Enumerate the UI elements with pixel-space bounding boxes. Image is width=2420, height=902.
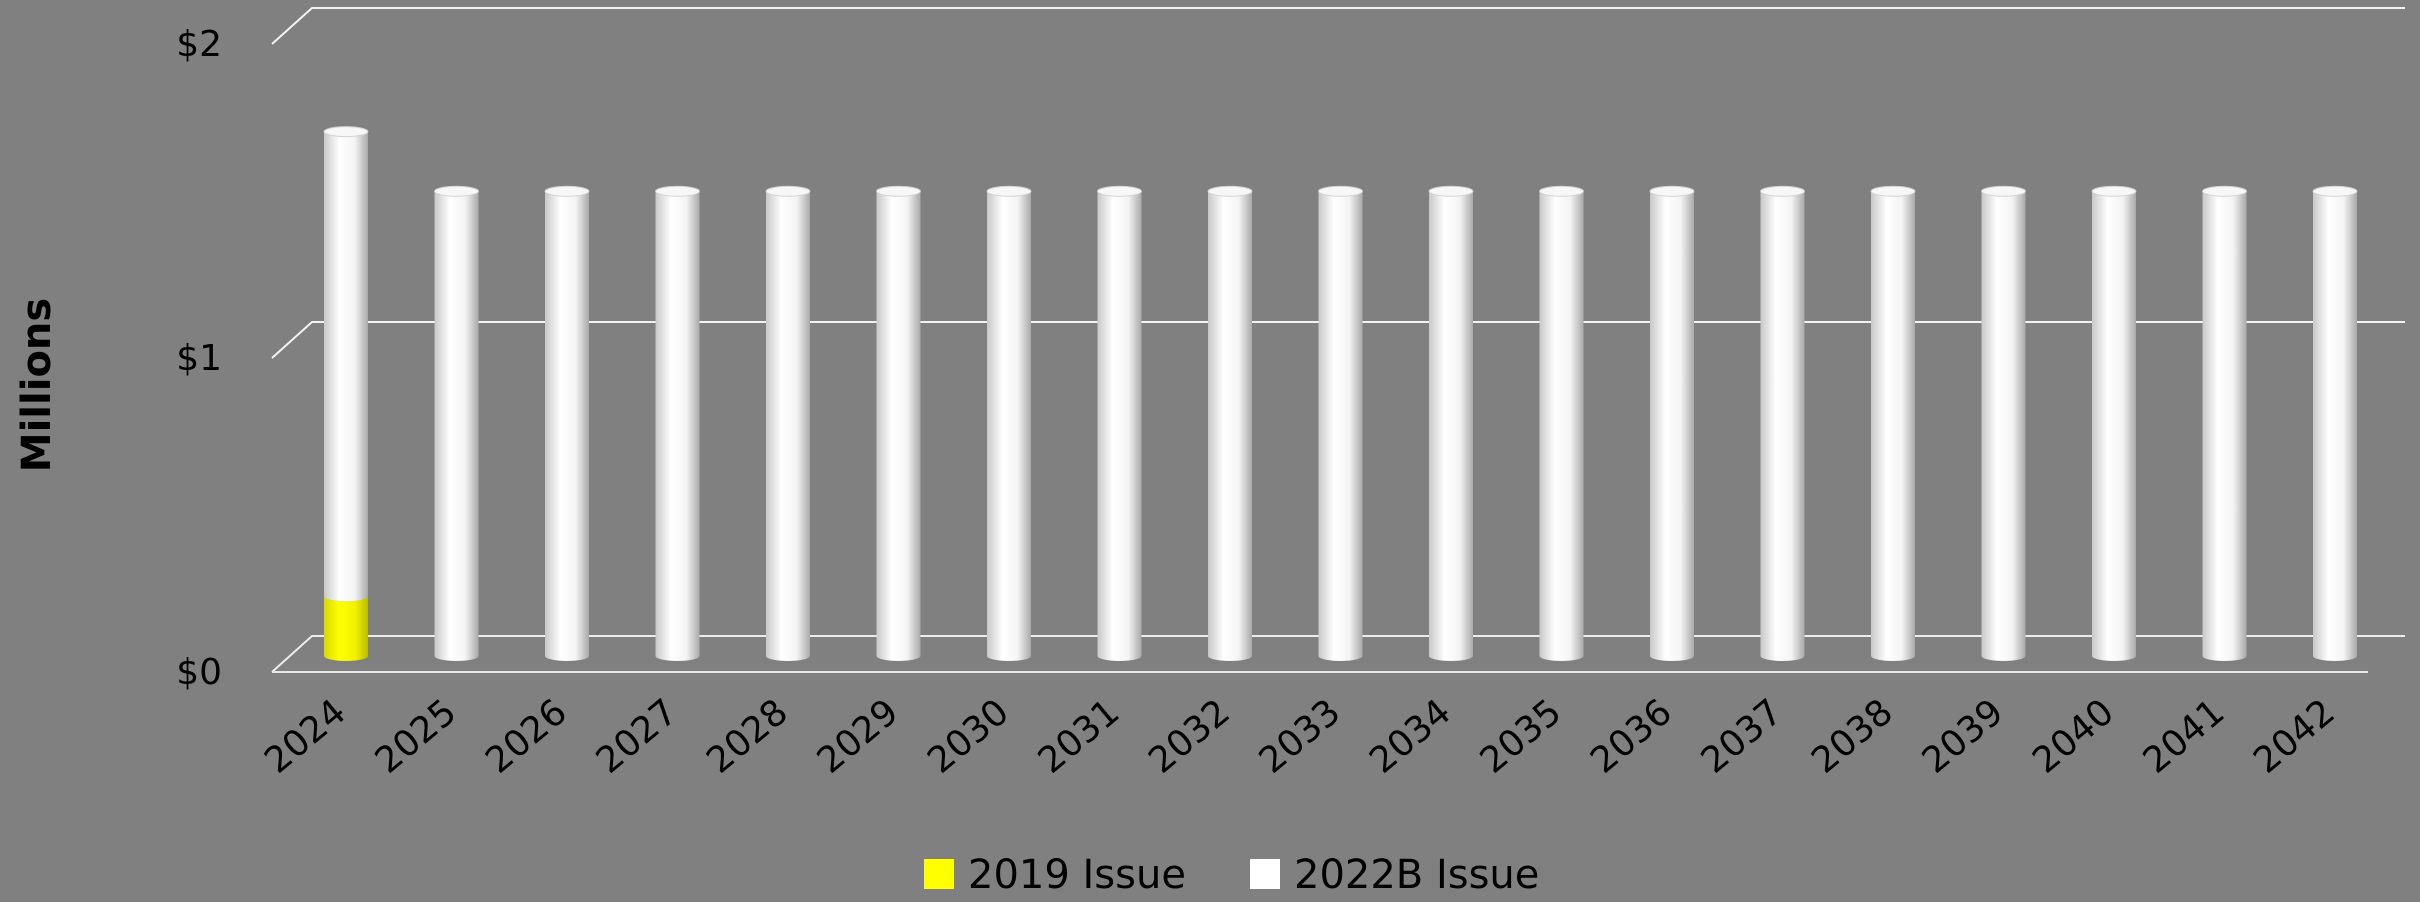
x-tick-label: 2037 — [1694, 691, 1791, 781]
bar-2031-2022b-issue — [1097, 191, 1142, 661]
bar-2028-2022b-issue — [766, 191, 810, 661]
x-tick-label: 2040 — [2025, 691, 2122, 781]
bar-2032-2022b-issue — [1208, 191, 1252, 661]
bar-cap-2036 — [1649, 185, 1695, 197]
legend-item-2022b-issue: 2022B Issue — [1250, 852, 1539, 898]
bar-cap-2040 — [2091, 185, 2137, 197]
bar-2041-2022b-issue — [2202, 191, 2247, 661]
bar-cap-2039 — [1981, 185, 2026, 197]
bar-2037-2022b-issue — [1760, 191, 1805, 661]
bars — [323, 126, 2358, 661]
bar-cap-2026 — [544, 185, 590, 197]
bar-cap-2028 — [765, 185, 811, 197]
x-tick-label: 2038 — [1804, 691, 1901, 781]
x-axis-tick-labels: 2024 2025 2026 2027 2028 2029 2030 2031 2032 2033… — [257, 691, 2343, 781]
x-tick-label: 2041 — [2136, 691, 2233, 781]
x-tick-label: 2033 — [1252, 691, 1349, 781]
bar-2039-2022b-issue — [1981, 191, 2026, 661]
legend-item-2019-issue: 2019 Issue — [924, 852, 1186, 898]
x-tick-label: 2032 — [1141, 691, 1238, 781]
bar-cap-2034 — [1428, 185, 1474, 197]
gridline — [271, 635, 2405, 673]
gridline — [271, 7, 2405, 45]
x-tick-label: 2028 — [699, 691, 796, 781]
gridline — [271, 321, 2405, 359]
bar-2027-2022b-issue — [655, 191, 700, 661]
bar-2034-2022b-issue — [1429, 191, 1473, 661]
x-tick-label: 2029 — [810, 691, 907, 781]
bar-2036-2022b-issue — [1650, 191, 1694, 661]
bar-2038-2022b-issue — [1871, 191, 1915, 661]
x-tick-label: 2025 — [368, 691, 465, 781]
bar-2040-2022b-issue — [2092, 191, 2136, 661]
y-tick-label: $1 — [176, 338, 222, 379]
legend-swatch-2019-issue — [924, 859, 954, 889]
bar-2026-2022b-issue — [545, 191, 589, 661]
x-tick-label: 2034 — [1362, 691, 1459, 781]
gridlines — [271, 7, 2405, 673]
x-tick-label: 2027 — [589, 691, 686, 781]
y-axis-title: Millions — [14, 298, 60, 472]
legend: 2019 Issue 2022B Issue — [924, 852, 1539, 898]
y-tick-label: $0 — [176, 652, 222, 693]
bar-cap-2035 — [1539, 185, 1584, 197]
y-tick-label: $2 — [176, 24, 222, 65]
bar-2033-2022b-issue — [1318, 191, 1363, 661]
x-tick-label: 2026 — [478, 691, 575, 781]
bar-2029-2022b-issue — [876, 191, 921, 661]
bar-cap-2031 — [1097, 185, 1142, 197]
x-tick-label: 2042 — [2246, 691, 2343, 781]
bar-2030-2022b-issue — [987, 191, 1031, 661]
legend-label-2022b-issue: 2022B Issue — [1294, 852, 1539, 898]
bar-cap-2030 — [986, 185, 1032, 197]
x-tick-label: 2031 — [1031, 691, 1128, 781]
y-axis-tick-labels: $0 $1 $2 — [176, 24, 222, 693]
x-tick-label: 2030 — [920, 691, 1017, 781]
bar-2024-2019-issue — [324, 596, 368, 661]
x-tick-label: 2035 — [1473, 691, 1570, 781]
bar-cap-2024 — [323, 126, 369, 138]
bar-cap-2027 — [655, 185, 700, 197]
x-tick-label: 2024 — [257, 691, 354, 781]
bar-2024-2022b-issue — [324, 131, 368, 602]
bar-2035-2022b-issue — [1539, 191, 1584, 661]
x-tick-label: 2039 — [1915, 691, 2012, 781]
bar-cap-2042 — [2312, 185, 2358, 197]
bar-cap-2033 — [1318, 185, 1363, 197]
legend-label-2019-issue: 2019 Issue — [968, 852, 1186, 898]
bar-cap-2037 — [1760, 185, 1805, 197]
x-tick-label: 2036 — [1583, 691, 1680, 781]
bar-2042-2022b-issue — [2313, 191, 2357, 661]
bar-cap-2038 — [1870, 185, 1916, 197]
bar-cap-2025 — [434, 185, 479, 197]
bar-cap-2029 — [876, 185, 921, 197]
bar-cap-2041 — [2202, 185, 2247, 197]
bar-cap-2032 — [1207, 185, 1253, 197]
legend-swatch-2022b-issue — [1250, 859, 1280, 889]
bar-2025-2022b-issue — [434, 191, 479, 661]
